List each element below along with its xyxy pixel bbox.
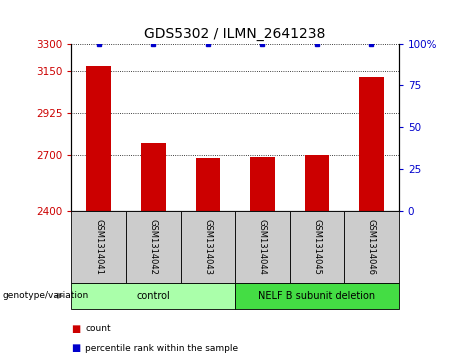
Text: GSM1314043: GSM1314043 xyxy=(203,219,213,275)
Text: GSM1314046: GSM1314046 xyxy=(367,219,376,275)
Text: count: count xyxy=(85,324,111,333)
Text: percentile rank within the sample: percentile rank within the sample xyxy=(85,344,238,353)
Bar xyxy=(87,66,111,211)
Text: GSM1314044: GSM1314044 xyxy=(258,219,267,275)
Bar xyxy=(359,77,384,211)
Title: GDS5302 / ILMN_2641238: GDS5302 / ILMN_2641238 xyxy=(144,27,326,41)
Bar xyxy=(195,158,220,211)
Text: GSM1314041: GSM1314041 xyxy=(94,219,103,275)
Text: ■: ■ xyxy=(71,323,81,334)
Bar xyxy=(305,155,329,211)
Bar xyxy=(141,143,165,211)
Text: GSM1314045: GSM1314045 xyxy=(313,219,321,275)
Text: ■: ■ xyxy=(71,343,81,354)
Text: NELF B subunit deletion: NELF B subunit deletion xyxy=(258,291,376,301)
Bar xyxy=(250,158,275,211)
Text: genotype/variation: genotype/variation xyxy=(2,291,89,300)
Text: control: control xyxy=(136,291,170,301)
Text: GSM1314042: GSM1314042 xyxy=(149,219,158,275)
